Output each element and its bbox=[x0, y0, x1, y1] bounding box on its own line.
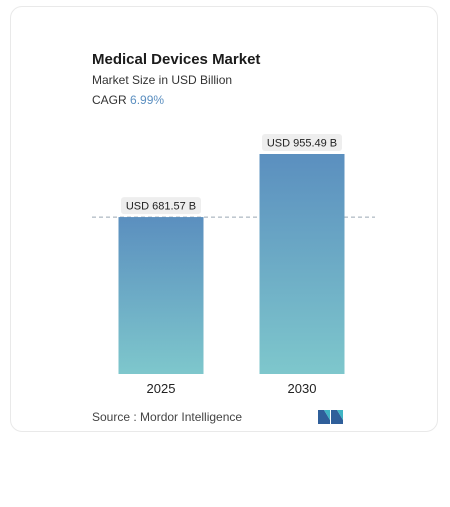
bar-2030 bbox=[259, 154, 345, 374]
chart-subtitle: Market Size in USD Billion bbox=[92, 73, 233, 87]
cagr-line: CAGR 6.99% bbox=[92, 93, 164, 107]
bar-2025 bbox=[118, 217, 204, 374]
chart-title: Medical Devices Market bbox=[92, 51, 261, 68]
value-label-bg-2025 bbox=[121, 197, 201, 215]
cagr-value: 6.99% bbox=[130, 93, 165, 107]
mordor-intelligence-logo bbox=[318, 410, 343, 424]
value-label-2025: USD 681.57 B bbox=[126, 201, 196, 213]
x-tick-label-2030: 2030 bbox=[288, 381, 317, 396]
value-label-2030: USD 955.49 B bbox=[267, 138, 337, 150]
value-label-bg-2030 bbox=[262, 134, 342, 151]
x-tick-label-2025: 2025 bbox=[147, 381, 176, 396]
cagr-label: CAGR bbox=[92, 93, 127, 107]
source-note: Source : Mordor Intelligence bbox=[92, 410, 243, 424]
chart-card bbox=[10, 6, 438, 432]
